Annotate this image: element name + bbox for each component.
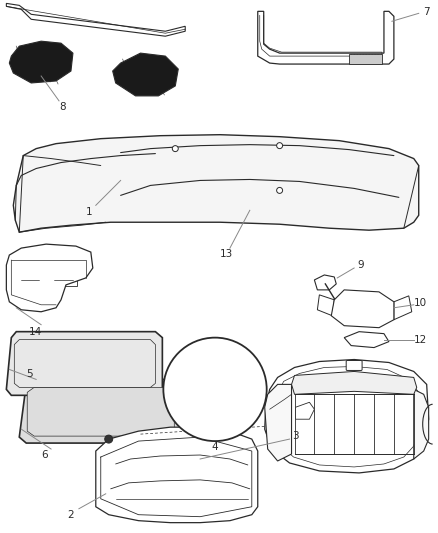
Polygon shape <box>414 389 429 459</box>
Polygon shape <box>296 402 314 419</box>
Polygon shape <box>7 244 93 312</box>
Text: 9: 9 <box>358 260 364 270</box>
Text: 12: 12 <box>414 335 427 345</box>
Bar <box>349 54 382 64</box>
Polygon shape <box>9 41 73 83</box>
Text: 4: 4 <box>212 442 218 452</box>
FancyBboxPatch shape <box>346 360 362 370</box>
Text: 5: 5 <box>26 369 32 379</box>
Text: 6: 6 <box>41 450 47 460</box>
Polygon shape <box>113 53 178 96</box>
Text: 14: 14 <box>28 327 42 337</box>
Polygon shape <box>318 295 334 316</box>
Polygon shape <box>13 135 419 232</box>
Polygon shape <box>292 372 417 394</box>
Text: 2: 2 <box>67 510 74 520</box>
Text: 1: 1 <box>85 207 92 217</box>
Polygon shape <box>314 275 336 290</box>
Text: 3: 3 <box>292 431 299 441</box>
Polygon shape <box>265 360 429 473</box>
Polygon shape <box>7 332 162 395</box>
Polygon shape <box>7 3 185 36</box>
Circle shape <box>277 188 283 193</box>
Bar <box>49 268 77 286</box>
Polygon shape <box>394 296 412 320</box>
Circle shape <box>172 146 178 151</box>
Text: 10: 10 <box>414 298 427 308</box>
Circle shape <box>105 435 113 443</box>
Polygon shape <box>19 379 182 443</box>
Polygon shape <box>14 340 155 387</box>
Text: 7: 7 <box>424 7 430 18</box>
Circle shape <box>163 337 267 441</box>
Text: 13: 13 <box>219 249 233 259</box>
Polygon shape <box>265 384 292 461</box>
Bar <box>16 268 44 286</box>
Polygon shape <box>258 11 394 64</box>
Polygon shape <box>27 387 174 436</box>
Circle shape <box>277 143 283 149</box>
Polygon shape <box>96 427 258 523</box>
Text: 8: 8 <box>60 102 66 112</box>
Polygon shape <box>331 290 394 328</box>
Polygon shape <box>344 332 389 348</box>
